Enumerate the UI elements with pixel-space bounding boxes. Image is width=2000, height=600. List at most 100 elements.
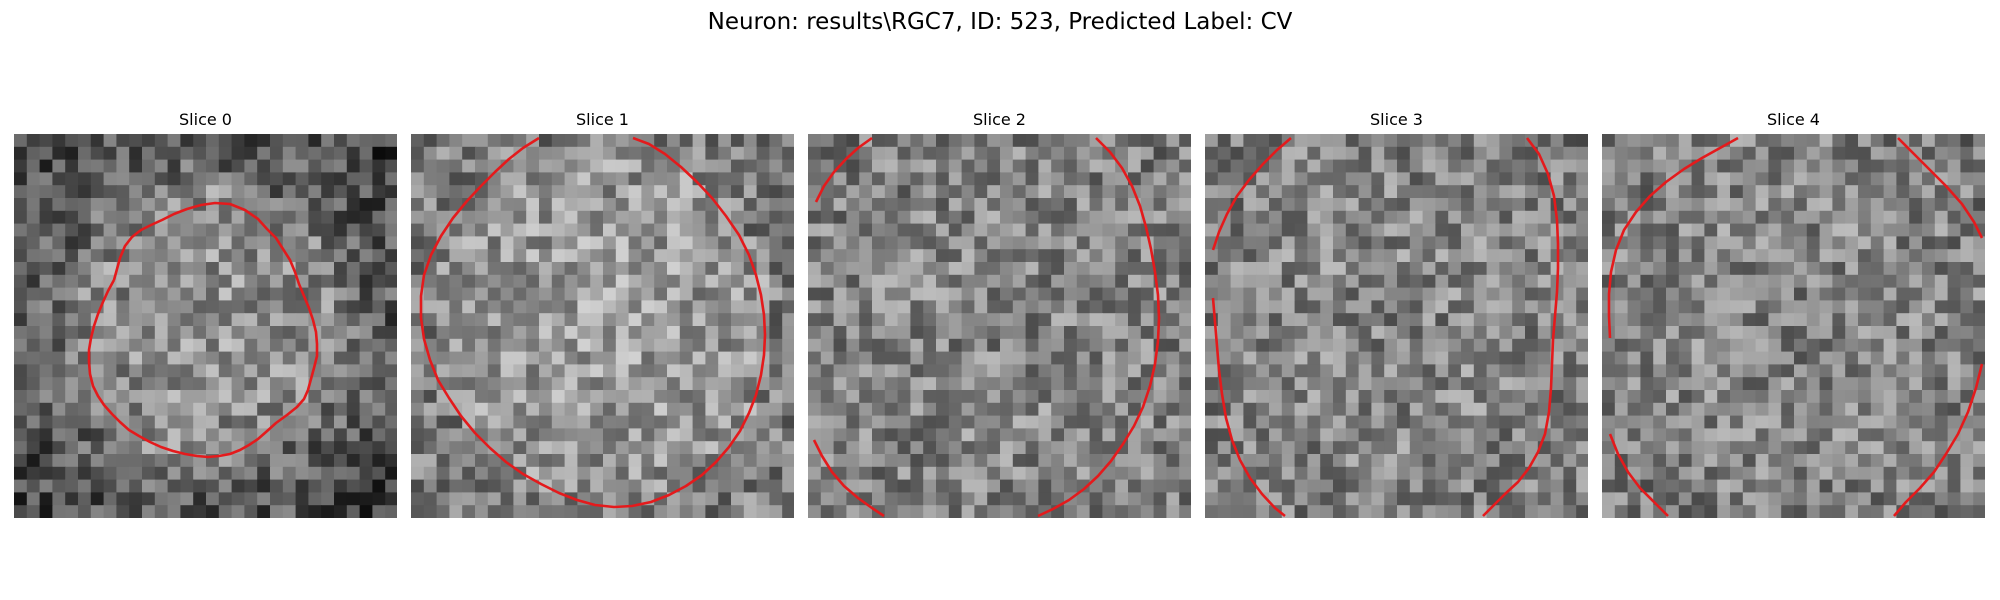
pixel bbox=[167, 198, 181, 212]
pixel bbox=[1473, 377, 1488, 391]
pixel bbox=[282, 428, 297, 442]
pixel bbox=[1537, 313, 1552, 327]
pixel bbox=[1333, 185, 1347, 199]
pixel bbox=[654, 159, 668, 173]
pixel bbox=[1499, 249, 1513, 263]
pixel bbox=[756, 146, 770, 161]
pixel bbox=[500, 313, 514, 327]
pixel bbox=[26, 287, 41, 301]
pixel bbox=[1819, 223, 1833, 237]
pixel bbox=[577, 223, 591, 237]
pixel bbox=[1166, 441, 1180, 455]
pixel bbox=[1870, 466, 1885, 481]
pixel bbox=[26, 441, 41, 455]
pixel bbox=[1089, 198, 1103, 212]
pixel bbox=[257, 351, 271, 365]
pixel bbox=[1115, 134, 1129, 148]
pixel bbox=[78, 185, 92, 199]
pixel bbox=[411, 146, 425, 161]
pixel bbox=[1217, 454, 1232, 468]
pixel bbox=[731, 351, 745, 365]
pixel bbox=[423, 466, 438, 481]
pixel bbox=[449, 338, 463, 353]
pixel bbox=[1896, 441, 1910, 455]
pixel bbox=[1947, 338, 1961, 353]
pixel bbox=[1755, 492, 1769, 506]
pixel bbox=[1909, 377, 1923, 391]
pixel bbox=[1307, 134, 1321, 148]
pixel bbox=[1806, 159, 1821, 173]
pixel bbox=[1499, 146, 1513, 161]
pixel bbox=[1230, 428, 1244, 442]
pixel bbox=[423, 287, 438, 301]
pixel bbox=[628, 441, 642, 455]
pixel bbox=[436, 428, 450, 442]
pixel bbox=[948, 364, 963, 378]
pixel bbox=[1499, 390, 1513, 404]
pixel bbox=[282, 338, 297, 353]
pixel bbox=[1922, 159, 1936, 173]
pixel bbox=[1320, 146, 1334, 161]
pixel bbox=[1640, 300, 1654, 314]
pixel bbox=[346, 300, 361, 314]
pixel bbox=[1294, 210, 1308, 225]
pixel bbox=[78, 159, 92, 173]
pixel bbox=[500, 210, 514, 225]
pixel bbox=[206, 441, 220, 455]
pixel bbox=[1704, 326, 1718, 340]
pixel bbox=[1089, 351, 1103, 365]
pixel bbox=[475, 479, 489, 493]
pixel bbox=[590, 390, 604, 404]
pixel bbox=[577, 441, 591, 455]
pixel bbox=[1486, 377, 1500, 391]
pixel bbox=[1678, 492, 1693, 506]
pixel bbox=[142, 262, 156, 276]
pixel bbox=[411, 377, 425, 391]
pixel bbox=[1281, 377, 1296, 391]
pixel bbox=[615, 454, 630, 468]
pixel bbox=[334, 466, 348, 481]
pixel bbox=[1730, 492, 1744, 506]
pixel bbox=[820, 338, 835, 353]
pixel bbox=[1115, 287, 1129, 301]
pixel bbox=[948, 351, 963, 365]
pixel bbox=[692, 300, 706, 314]
pixel bbox=[987, 466, 1001, 481]
pixel bbox=[1153, 146, 1167, 161]
pixel bbox=[910, 377, 924, 391]
pixel bbox=[1973, 454, 1985, 468]
pixel bbox=[1781, 390, 1795, 404]
pixel bbox=[1281, 172, 1296, 186]
pixel bbox=[1384, 454, 1398, 468]
pixel bbox=[359, 441, 373, 455]
pixel bbox=[1512, 236, 1526, 250]
pixel bbox=[1102, 338, 1116, 353]
pixel bbox=[1806, 338, 1821, 353]
pixel bbox=[372, 326, 386, 340]
pixel bbox=[705, 274, 719, 289]
pixel bbox=[1537, 492, 1552, 506]
pixel bbox=[1473, 428, 1488, 442]
pixel bbox=[1640, 428, 1654, 442]
pixel bbox=[1128, 159, 1142, 173]
pixel bbox=[513, 300, 527, 314]
pixel bbox=[1653, 377, 1667, 391]
pixel bbox=[1000, 236, 1014, 250]
pixel bbox=[756, 274, 770, 289]
pixel bbox=[321, 249, 335, 263]
pixel bbox=[385, 223, 397, 237]
pixel bbox=[923, 338, 937, 353]
pixel bbox=[846, 249, 860, 263]
pixel bbox=[487, 172, 502, 186]
pixel bbox=[1563, 428, 1577, 442]
pixel bbox=[1025, 441, 1039, 455]
pixel bbox=[897, 415, 911, 429]
pixel bbox=[1960, 505, 1974, 518]
pixel bbox=[1166, 492, 1180, 506]
pixel bbox=[782, 492, 794, 506]
pixel bbox=[923, 402, 937, 417]
pixel bbox=[897, 338, 911, 353]
pixel bbox=[321, 377, 335, 391]
pixel bbox=[1602, 377, 1616, 391]
pixel bbox=[1473, 338, 1488, 353]
